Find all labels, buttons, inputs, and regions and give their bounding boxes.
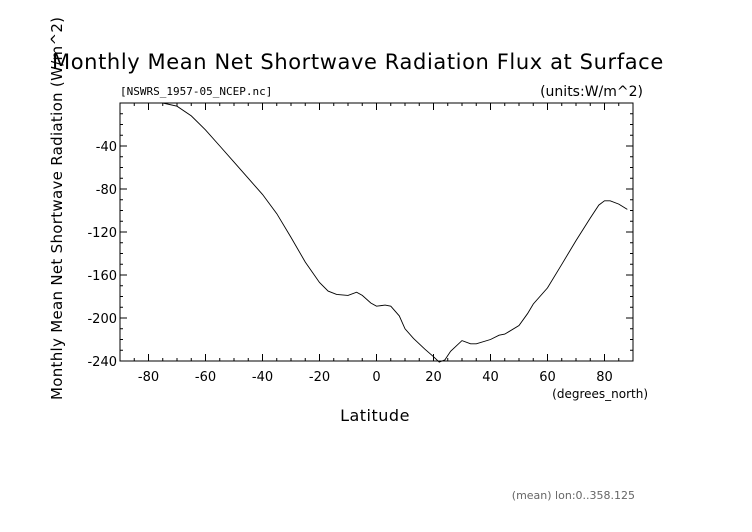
y-tick-label: -160 bbox=[87, 269, 117, 284]
x-tick-label: 60 bbox=[539, 370, 556, 385]
x-tick-label: -60 bbox=[195, 370, 216, 385]
y-tick-label: -80 bbox=[96, 183, 117, 198]
x-tick-label: 40 bbox=[482, 370, 499, 385]
y-tick-label: -240 bbox=[87, 355, 117, 370]
x-tick-label: -80 bbox=[138, 370, 159, 385]
x-axis-label: Latitude bbox=[340, 406, 410, 425]
y-tick-label: -120 bbox=[87, 226, 117, 241]
x-tick-label: 0 bbox=[372, 370, 380, 385]
x-tick-label: 20 bbox=[425, 370, 442, 385]
chart-title: Monthly Mean Net Shortwave Radiation Flu… bbox=[52, 50, 664, 74]
footer-label: (mean) lon:0..358.125 bbox=[512, 489, 635, 502]
x-tick-label: -20 bbox=[309, 370, 330, 385]
chart-units-label: (units:W/m^2) bbox=[540, 84, 643, 100]
x-tick-label: -40 bbox=[252, 370, 273, 385]
y-tick-label: -200 bbox=[87, 312, 117, 327]
series-line bbox=[125, 102, 628, 363]
x-axis-units: (degrees_north) bbox=[552, 387, 648, 401]
x-tick-label: 80 bbox=[596, 370, 613, 385]
chart-source-label: [NSWRS_1957-05_NCEP.nc] bbox=[120, 85, 272, 98]
y-axis-label: Monthly Mean Net Shortwave Radiation (W/… bbox=[48, 17, 66, 400]
plot-frame bbox=[119, 102, 634, 362]
y-tick-label: -40 bbox=[96, 140, 117, 155]
